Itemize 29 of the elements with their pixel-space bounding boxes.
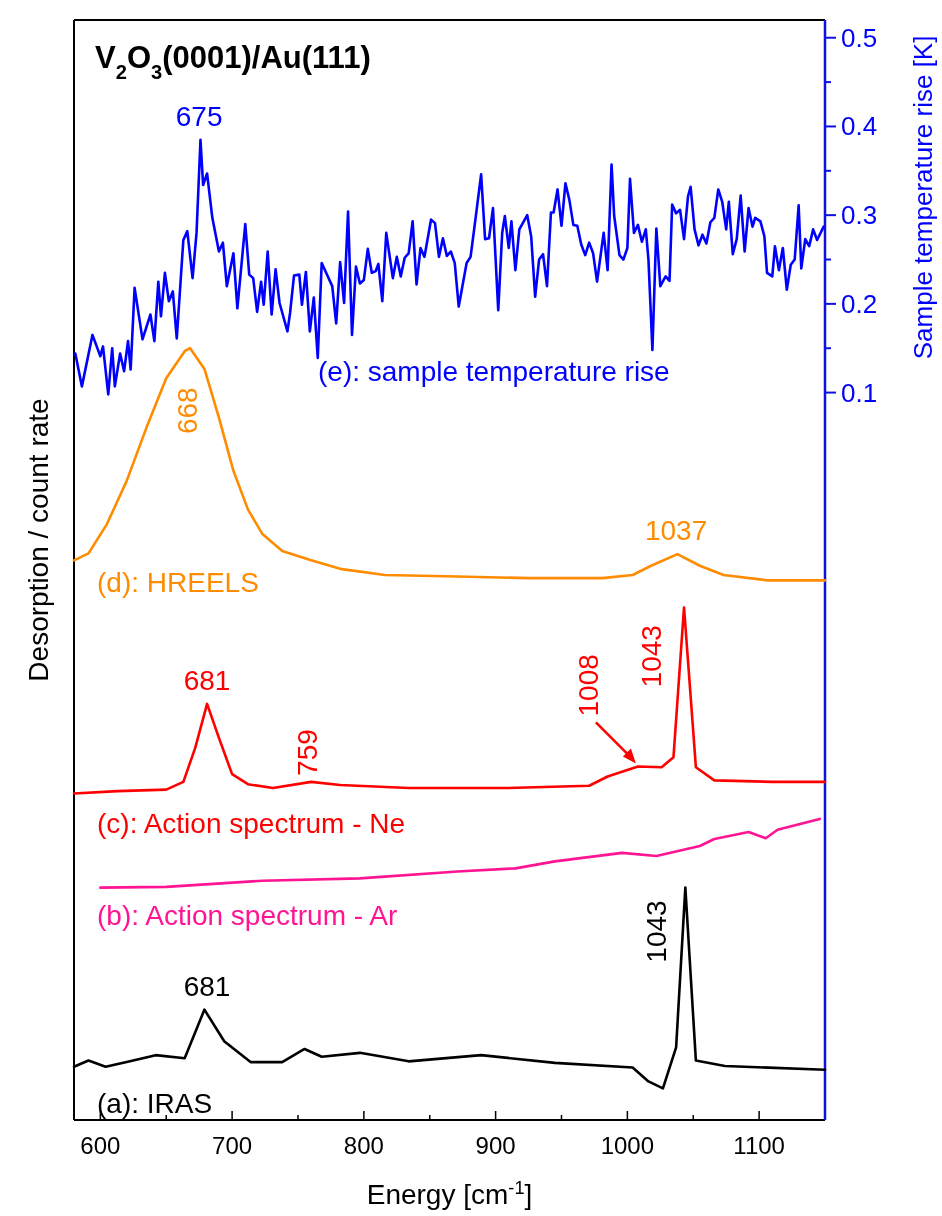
x-tick-label: 600 xyxy=(80,1132,121,1159)
annotation: 675 xyxy=(175,100,223,132)
x-tick-label: 1100 xyxy=(733,1132,785,1159)
annotation: 1043 xyxy=(636,625,668,688)
x-tick-label: 900 xyxy=(475,1132,516,1159)
annotation: 759 xyxy=(291,729,323,776)
series-label: (d): HREELS xyxy=(97,567,259,598)
y2-tick-label: 0.2 xyxy=(841,288,878,319)
x-tick-label: 1000 xyxy=(600,1132,655,1159)
y2-tick-label: 0.1 xyxy=(841,377,878,408)
series-label: (b): Action spectrum - Ar xyxy=(97,900,398,931)
annotation: 1037 xyxy=(644,515,708,547)
y-axis-title: Desorption / count rate xyxy=(23,398,54,682)
annotation: 681 xyxy=(183,970,231,1002)
annotation: 1043 xyxy=(641,900,673,963)
series-label: (a): IRAS xyxy=(97,1088,213,1119)
series-label: (e): sample temperature rise xyxy=(318,356,670,387)
y2-tick-label: 0.4 xyxy=(841,111,878,142)
chart-title: V$_{2}$O$_{3}$(0001)/Au(111) xyxy=(95,40,371,83)
x-tick-label: 800 xyxy=(343,1132,384,1159)
annotation: 668 xyxy=(171,387,203,435)
x-axis-title: Energy [cm$^{-1}$] xyxy=(366,1178,533,1210)
x-tick-label: 700 xyxy=(212,1132,253,1159)
y2-tick-label: 0.3 xyxy=(841,200,878,231)
y2-axis-title: Sample temperature rise [K] xyxy=(908,35,938,360)
series-label: (c): Action spectrum - Ne xyxy=(97,808,406,839)
y2-tick-label: 0.5 xyxy=(841,22,878,53)
annotation: 1008 xyxy=(572,654,604,717)
annotation: 681 xyxy=(183,664,231,696)
